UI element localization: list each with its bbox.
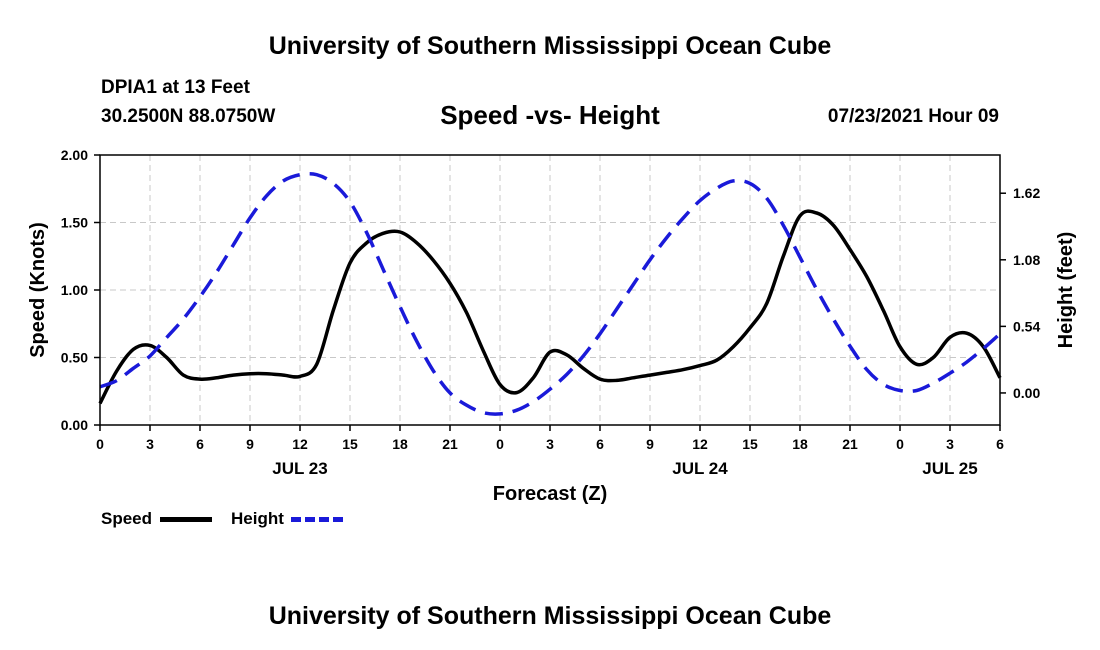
x-day-label: JUL 23	[272, 459, 327, 478]
y-tick-label-left: 0.00	[61, 417, 88, 433]
legend-speed-swatch	[160, 517, 212, 522]
x-tick-label: 12	[692, 436, 708, 452]
top-title: University of Southern Mississippi Ocean…	[268, 32, 832, 60]
x-tick-label: 15	[342, 436, 358, 452]
y-tick-label-right: 1.08	[1013, 252, 1040, 268]
x-tick-label: 6	[596, 436, 604, 452]
series-line-height	[99, 172, 1002, 416]
y-tick-label-left: 2.00	[61, 147, 88, 163]
x-tick-label: 6	[196, 436, 204, 452]
legend-height-label: Height	[231, 509, 284, 528]
y-tick-label-left: 1.50	[61, 215, 88, 231]
x-tick-label: 3	[546, 436, 554, 452]
series-line-speed	[98, 209, 1002, 405]
x-tick-label: 0	[896, 436, 904, 452]
y-tick-label-left: 1.00	[61, 282, 88, 298]
datetime-label: 07/23/2021 Hour 09	[827, 106, 999, 127]
x-tick-label: 18	[792, 436, 808, 452]
bottom-title: University of Southern Mississippi Ocean…	[268, 602, 832, 630]
y-tick-label-right: 1.62	[1013, 185, 1040, 201]
y-axis-label-left: Speed (Knots)	[27, 222, 49, 358]
x-tick-label: 12	[292, 436, 308, 452]
x-tick-label: 3	[946, 436, 954, 452]
x-tick-label: 6	[996, 436, 1004, 452]
chart-title: Speed -vs- Height	[440, 100, 660, 130]
x-tick-label: 0	[496, 436, 504, 452]
y-tick-label-right: 0.54	[1013, 318, 1040, 334]
legend-height-swatch	[291, 517, 343, 522]
legend-speed-label: Speed	[101, 509, 153, 528]
x-day-label: JUL 24	[672, 459, 728, 478]
series-layer	[98, 172, 1002, 416]
x-tick-label: 18	[392, 436, 408, 452]
station-label: DPIA1 at 13 Feet	[101, 77, 250, 98]
x-tick-label: 9	[646, 436, 654, 452]
x-day-label: JUL 25	[922, 459, 977, 478]
x-tick-label: 3	[146, 436, 154, 452]
grid	[100, 155, 1000, 425]
x-tick-label: 15	[742, 436, 758, 452]
x-axis-label: Forecast (Z)	[493, 483, 607, 505]
coordinates-label: 30.2500N 88.0750W	[101, 106, 276, 127]
x-tick-label: 21	[442, 436, 458, 452]
x-tick-label: 0	[96, 436, 104, 452]
y-axis-label-right: Height (feet)	[1055, 232, 1077, 349]
y-tick-label-right: 0.00	[1013, 385, 1040, 401]
x-tick-label: 21	[842, 436, 858, 452]
axes: 0 3 6 9 12 15 18 21 0 3 6 9 12 15 18 21 0 3 6 JUL 23 JUL 24 J…	[61, 147, 1041, 478]
y-tick-label-left: 0.50	[61, 350, 88, 366]
x-tick-label: 9	[246, 436, 254, 452]
